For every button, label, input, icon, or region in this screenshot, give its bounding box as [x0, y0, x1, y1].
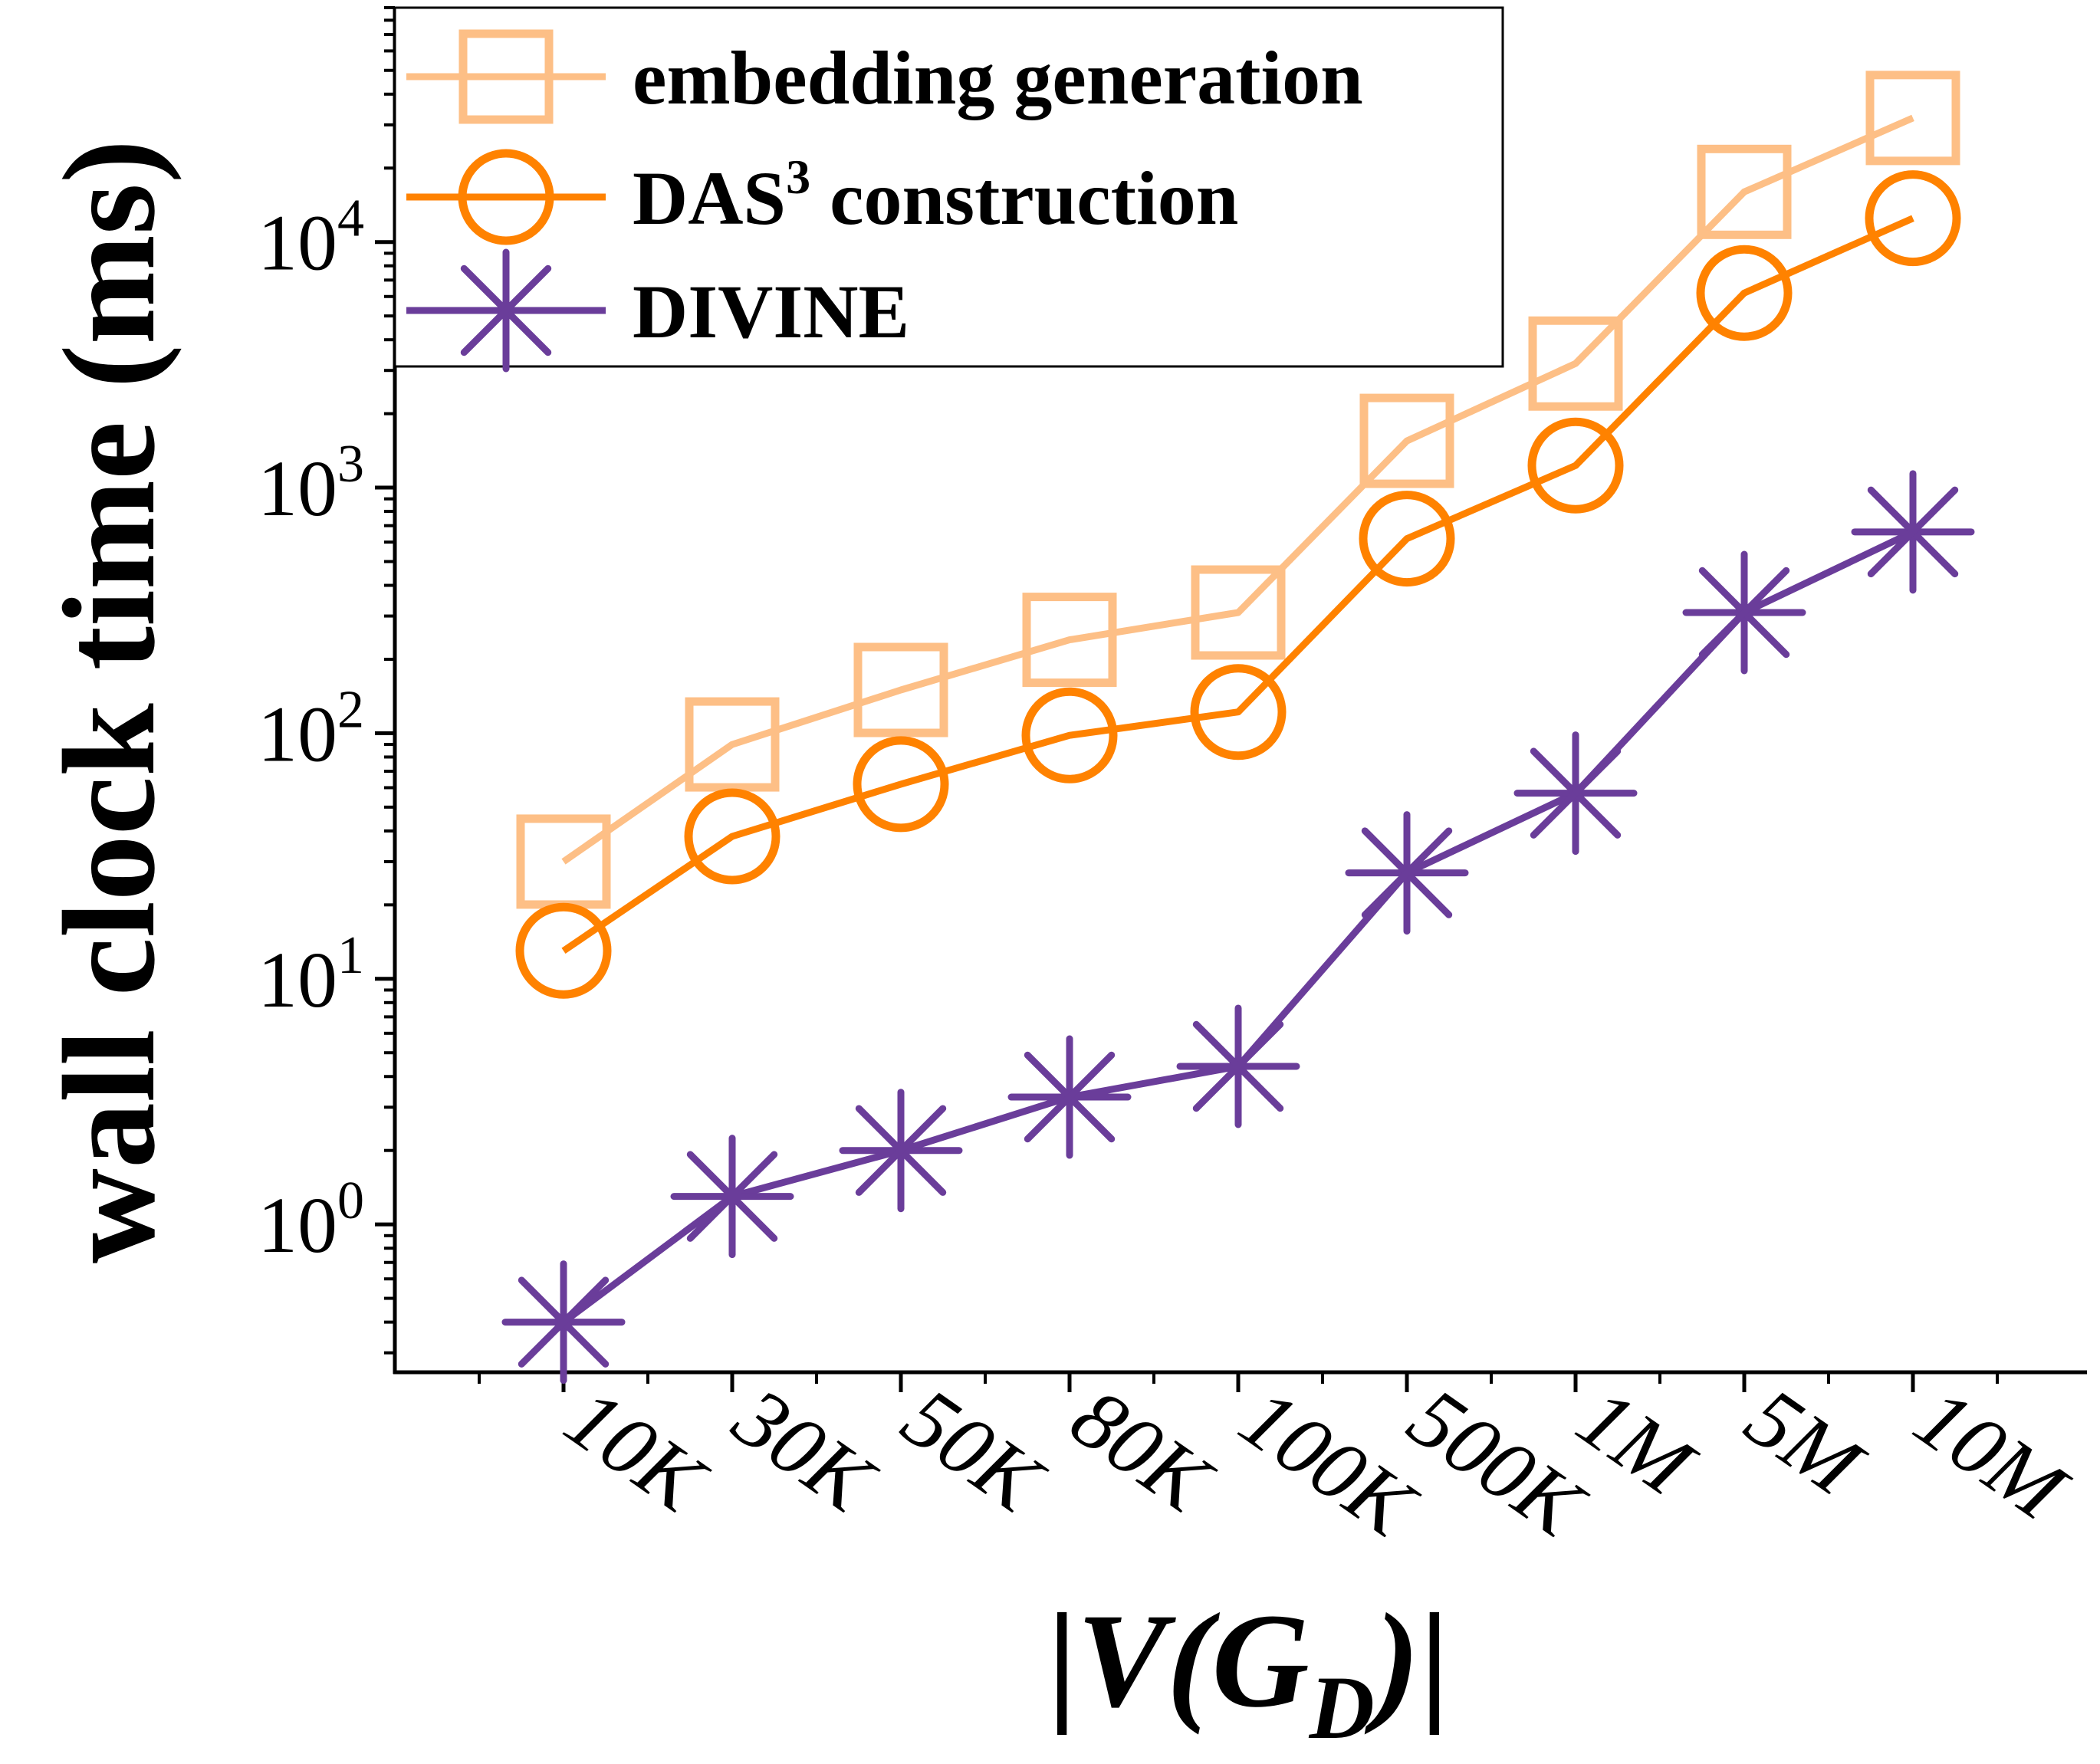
- x-axis-label: |V(GD)|: [1047, 1586, 1449, 1758]
- data-point: [1359, 393, 1454, 488]
- asterisk-stroke: [518, 1276, 610, 1368]
- asterisk-stroke: [460, 264, 552, 356]
- series-line: [561, 114, 1914, 865]
- data-point: [1359, 491, 1455, 587]
- y-tick-exponent: 1: [337, 926, 364, 985]
- data-point: [853, 642, 948, 737]
- legend: embedding generation DAS3 construction DIV…: [393, 6, 1504, 373]
- x-tick-label: 50K: [886, 1370, 1061, 1532]
- series-layer: [501, 71, 1975, 1385]
- data-point: [1697, 144, 1792, 239]
- data-point: [516, 814, 611, 909]
- legend-label: embedding generation: [633, 35, 1363, 120]
- legend-entry: embedding generation: [406, 29, 1363, 124]
- data-point: [1022, 593, 1117, 688]
- legend-marker: [458, 29, 554, 124]
- legend-entry: DAS3 construction: [406, 149, 1238, 245]
- asterisk-stroke: [1192, 1020, 1284, 1112]
- y-tick-label: 100: [258, 1171, 364, 1270]
- legend-label: DIVINE: [633, 269, 909, 354]
- y-tick-exponent: 2: [337, 680, 364, 739]
- y-tick-label: 103: [258, 435, 364, 533]
- asterisk-stroke: [1867, 486, 1959, 578]
- legend-marker: [458, 149, 554, 245]
- data-point: [684, 788, 781, 885]
- data-point: [1865, 71, 1960, 166]
- x-label-subscript: D: [1309, 1657, 1375, 1758]
- data-point: [1696, 245, 1793, 341]
- y-tick-base: 10: [258, 690, 337, 778]
- data-point: [1345, 811, 1469, 935]
- asterisk-stroke: [1024, 1051, 1116, 1143]
- y-tick-label: 101: [258, 926, 364, 1024]
- x-label-g: G: [1212, 1586, 1310, 1736]
- data-point: [1021, 687, 1118, 783]
- x-tick-label: 5M: [1730, 1370, 1881, 1516]
- series-asterisk: [501, 470, 1975, 1385]
- data-point: [1682, 550, 1806, 675]
- data-point: [1191, 565, 1286, 660]
- data-point: [501, 1260, 626, 1385]
- x-label-bar-right: |: [1419, 1586, 1449, 1736]
- y-tick-base: 10: [258, 199, 337, 287]
- data-point: [1007, 1035, 1132, 1159]
- x-tick-label: 100K: [1224, 1370, 1434, 1557]
- series-square: [516, 71, 1960, 909]
- series-circle: [515, 170, 1961, 999]
- series-line: [561, 215, 1914, 954]
- x-tick-label: 10K: [549, 1370, 724, 1532]
- data-point: [1527, 417, 1624, 514]
- y-tick-exponent: 3: [337, 435, 364, 494]
- data-point: [839, 1089, 963, 1213]
- legend-box: [393, 6, 1504, 368]
- y-tick-base: 10: [258, 1181, 337, 1270]
- legend-label-suffix: construction: [810, 156, 1238, 241]
- data-point: [515, 902, 612, 999]
- data-point: [685, 697, 780, 792]
- y-tick-base: 10: [258, 445, 337, 533]
- data-point: [1851, 470, 1975, 594]
- y-tick-label: 104: [258, 189, 364, 287]
- y-tick-exponent: 4: [337, 189, 364, 248]
- data-point: [1176, 1004, 1300, 1128]
- legend-entry: DIVINE: [406, 248, 909, 373]
- asterisk-stroke: [1530, 747, 1622, 839]
- data-point: [853, 736, 949, 833]
- x-label-open-paren: (: [1167, 1586, 1221, 1736]
- x-tick-label: 80K: [1055, 1370, 1230, 1532]
- legend-label-superscript: 3: [786, 149, 810, 204]
- legend-label: DAS3 construction: [633, 149, 1238, 241]
- legend-label-main: embedding generation: [633, 35, 1363, 120]
- legend-marker: [444, 248, 568, 373]
- legend-label-main: DIVINE: [633, 269, 909, 354]
- data-point: [1865, 170, 1961, 267]
- data-point: [670, 1135, 794, 1259]
- data-point: [1513, 731, 1638, 856]
- asterisk-stroke: [1361, 827, 1453, 918]
- data-point: [1528, 316, 1623, 411]
- x-label-bar-left: |: [1047, 1586, 1077, 1736]
- x-tick-label: 500K: [1392, 1370, 1602, 1557]
- y-tick-base: 10: [258, 936, 337, 1024]
- x-label-v: V: [1077, 1586, 1177, 1736]
- y-axis-label: wall clock time (ms): [37, 140, 182, 1263]
- asterisk-stroke: [855, 1105, 947, 1196]
- x-tick-label: 30K: [717, 1369, 892, 1532]
- legend-label-main: DAS: [633, 156, 786, 241]
- asterisk-stroke: [686, 1151, 778, 1242]
- x-tick-label: 10M: [1898, 1370, 2085, 1541]
- axis-labels: wall clock time (ms) |V(GD)|: [37, 140, 1449, 1758]
- y-tick-label: 102: [258, 680, 364, 778]
- y-tick-exponent: 0: [337, 1171, 364, 1230]
- data-point: [1190, 664, 1287, 760]
- asterisk-stroke: [1698, 567, 1790, 659]
